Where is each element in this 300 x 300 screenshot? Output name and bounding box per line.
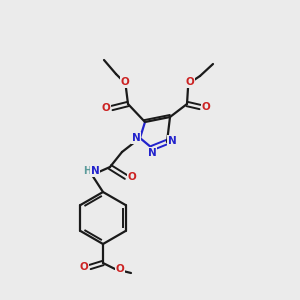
Text: O: O bbox=[80, 262, 88, 272]
Text: O: O bbox=[116, 264, 124, 274]
Text: N: N bbox=[132, 133, 140, 143]
Text: N: N bbox=[148, 148, 156, 158]
Text: H: H bbox=[83, 166, 91, 176]
Text: O: O bbox=[121, 77, 129, 87]
Text: O: O bbox=[128, 172, 136, 182]
Text: O: O bbox=[102, 103, 110, 113]
Text: O: O bbox=[186, 77, 194, 87]
Text: N: N bbox=[168, 136, 176, 146]
Text: N: N bbox=[91, 166, 99, 176]
Text: O: O bbox=[202, 102, 210, 112]
